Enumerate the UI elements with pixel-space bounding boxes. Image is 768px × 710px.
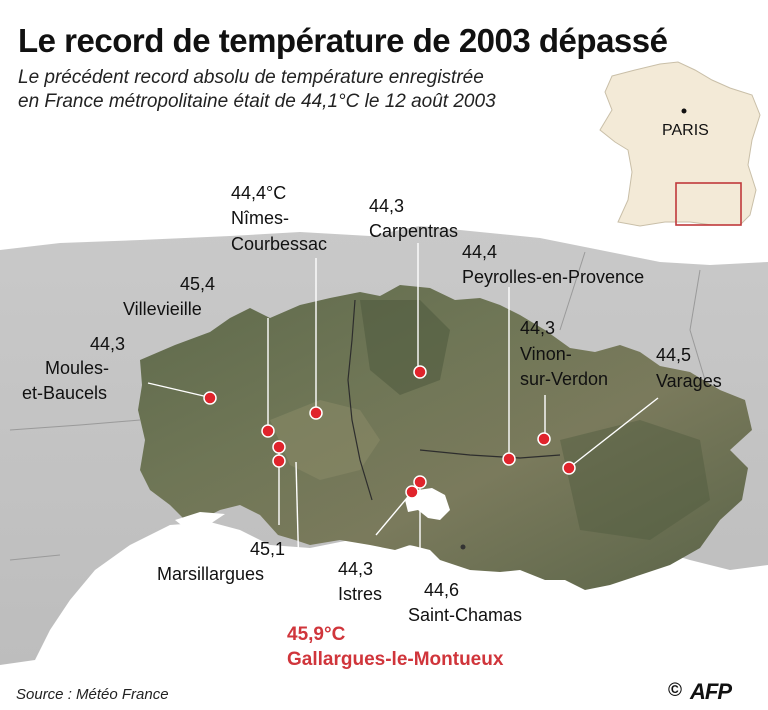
subtitle-line-1: Le précédent record absolu de températur… (18, 67, 484, 88)
marker-saint-chamas (413, 475, 427, 489)
island (460, 544, 466, 550)
marker-gallargues (272, 454, 286, 468)
marker-nimes-courbessac (309, 406, 323, 420)
label-moules-value: 44,3 (90, 334, 125, 354)
station-markers (203, 365, 576, 499)
inset-paris-label: PARIS (662, 122, 709, 139)
label-peyrolles-value: 44,4 (462, 242, 497, 262)
leader-lines (147, 243, 659, 613)
station-labels: 44,4°C Nîmes- Courbessac 44,3 Carpentras… (22, 183, 722, 670)
marker-carpentras (413, 365, 427, 379)
inset-highlight-box (675, 182, 742, 226)
page-title: Le record de température de 2003 dépassé (18, 22, 668, 59)
marker-istres (405, 485, 419, 499)
page-subtitle: Le précédent record absolu de températur… (18, 66, 496, 114)
label-marsillargues-name: Marsillargues (157, 564, 264, 584)
label-vinon-value: 44,3 (520, 318, 555, 338)
source-credit: Source : Météo France (16, 686, 169, 703)
label-marsillargues-value: 45,1 (250, 539, 285, 559)
label-varages-name: Varages (656, 371, 722, 391)
label-istres-name: Istres (338, 584, 382, 604)
label-varages-value: 44,5 (656, 345, 691, 365)
river (689, 269, 706, 381)
plain-patch (360, 300, 450, 395)
label-nimes-name1: Nîmes- (231, 208, 289, 228)
river (559, 251, 586, 331)
river (347, 299, 373, 501)
label-nimes-value: 44,4°C (231, 183, 286, 203)
label-carpentras-value: 44,3 (369, 196, 404, 216)
lagoon (175, 512, 225, 528)
marker-moules-et-baucels (203, 391, 217, 405)
label-saint-chamas-name: Saint-Chamas (408, 605, 522, 625)
afp-logo: AFP (690, 679, 732, 704)
plain-patch (560, 420, 710, 540)
marker-marsillargues (272, 440, 286, 454)
label-nimes-name2: Courbessac (231, 234, 327, 254)
label-villevieille-name: Villevieille (123, 299, 202, 319)
label-peyrolles-name: Peyrolles-en-Provence (462, 267, 644, 287)
label-villevieille-value: 45,4 (180, 274, 215, 294)
label-vinon-name1: Vinon- (520, 344, 572, 364)
marker-peyrolles (502, 452, 516, 466)
marker-vinon-sur-verdon (537, 432, 551, 446)
label-saint-chamas-value: 44,6 (424, 580, 459, 600)
inset-paris-dot (681, 108, 687, 114)
copyright-symbol: © (668, 680, 682, 701)
label-moules-name1: Moules- (45, 358, 109, 378)
label-gallargues-value: 45,9°C (287, 624, 346, 645)
label-gallargues-name: Gallargues-le-Montueux (287, 649, 504, 670)
marker-varages (562, 461, 576, 475)
subtitle-line-2: en France métropolitaine était de 44,1°C… (18, 91, 496, 112)
river (419, 449, 561, 459)
river (9, 554, 61, 561)
inset-map: PARIS (599, 61, 761, 227)
label-moules-name2: et-Baucels (22, 383, 107, 403)
inset-france-shape (599, 61, 761, 227)
marker-villevieille (261, 424, 275, 438)
river (9, 419, 141, 431)
label-vinon-name2: sur-Verdon (520, 369, 608, 389)
label-istres-value: 44,3 (338, 559, 373, 579)
region-terrain (138, 285, 752, 590)
label-carpentras-name: Carpentras (369, 221, 458, 241)
